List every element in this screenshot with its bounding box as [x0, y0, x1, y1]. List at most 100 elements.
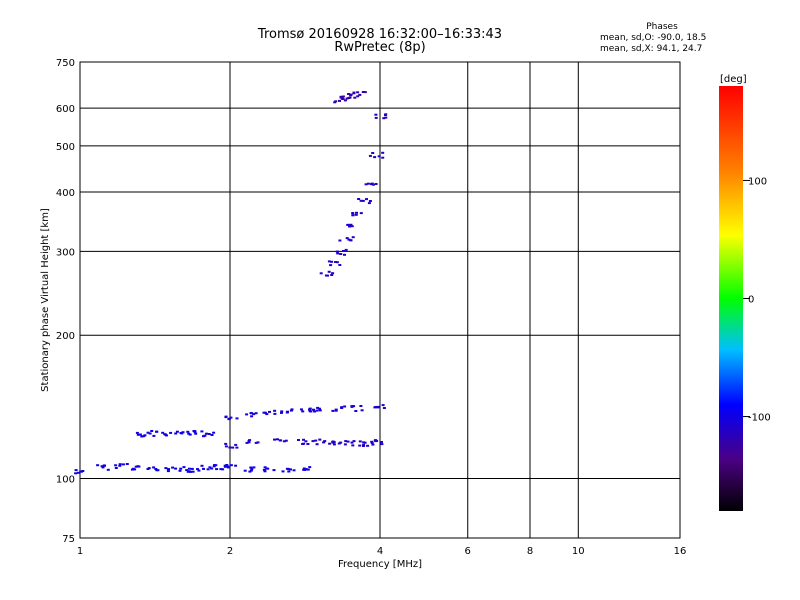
data-point	[315, 443, 319, 446]
data-point	[363, 91, 367, 94]
data-point	[166, 470, 170, 473]
y-axis-ticks: 75 100 200 300 400 500 600 750	[56, 58, 75, 545]
y-tick-label: 100	[56, 475, 75, 486]
data-point	[263, 470, 267, 473]
data-point	[287, 468, 291, 471]
data-point	[81, 470, 85, 472]
data-point	[281, 470, 285, 473]
data-point	[381, 151, 385, 154]
data-point	[374, 116, 378, 119]
data-point	[252, 413, 256, 416]
data-point	[327, 270, 331, 273]
data-point	[370, 183, 373, 186]
data-points	[74, 91, 388, 475]
data-point	[328, 442, 332, 445]
data-point	[114, 464, 118, 467]
data-point	[300, 408, 303, 411]
data-point	[180, 432, 184, 435]
data-point	[356, 95, 360, 98]
data-point	[373, 156, 377, 159]
y-axis-label: Stationary phase Virtual Height [km]	[40, 208, 51, 392]
colorbar-tick-label: 0	[748, 295, 754, 306]
x-tick-label: 16	[674, 546, 687, 557]
data-point	[265, 467, 269, 470]
data-point	[373, 406, 377, 409]
data-point	[171, 466, 175, 469]
data-point	[103, 464, 106, 467]
data-point	[249, 412, 253, 415]
data-point	[106, 468, 110, 471]
colorbar	[719, 86, 743, 511]
data-point	[226, 465, 230, 468]
data-point	[138, 433, 142, 436]
data-point	[354, 410, 358, 412]
data-point	[344, 248, 348, 251]
data-point	[150, 430, 154, 432]
data-point	[200, 430, 204, 433]
data-point	[245, 441, 249, 444]
data-point	[352, 405, 356, 408]
data-point	[318, 438, 322, 441]
data-point	[318, 407, 321, 410]
x-tick-label: 1	[77, 546, 83, 557]
data-point	[174, 467, 178, 470]
data-point	[135, 431, 139, 434]
data-point	[178, 469, 182, 472]
data-point	[101, 466, 105, 469]
data-point	[381, 404, 385, 407]
data-point	[212, 431, 216, 434]
y-tick-label: 400	[56, 188, 75, 199]
data-point	[354, 213, 358, 216]
data-point	[331, 409, 335, 412]
data-point	[164, 467, 168, 470]
data-point	[280, 411, 283, 414]
data-point	[347, 97, 351, 99]
data-point	[272, 469, 276, 472]
data-point	[205, 432, 208, 435]
data-point	[313, 410, 317, 413]
data-point	[339, 441, 343, 444]
data-point	[245, 413, 249, 416]
data-point	[302, 442, 306, 445]
data-point	[319, 272, 323, 275]
data-point	[357, 198, 361, 200]
data-point	[351, 444, 355, 447]
data-point	[326, 274, 329, 277]
data-point	[196, 468, 199, 471]
data-point	[367, 202, 371, 205]
y-tick-label: 75	[62, 534, 75, 545]
data-point	[368, 200, 372, 202]
data-point	[262, 411, 266, 414]
data-point	[384, 116, 388, 119]
data-point	[366, 444, 370, 447]
data-point	[278, 439, 282, 442]
data-point	[338, 99, 341, 102]
data-point	[343, 405, 347, 408]
data-point	[273, 438, 276, 441]
data-point	[229, 464, 233, 467]
colorbar-tick-label: -100	[748, 413, 771, 424]
data-point	[284, 439, 288, 442]
data-point	[155, 430, 159, 433]
data-point	[74, 469, 78, 472]
data-point	[165, 434, 168, 437]
data-point	[358, 440, 362, 443]
data-point	[347, 238, 351, 241]
data-point	[287, 470, 291, 473]
data-point	[146, 431, 150, 434]
y-tick-label: 750	[56, 58, 75, 69]
y-tick-label: 200	[56, 331, 75, 342]
data-point	[353, 96, 357, 99]
data-point	[134, 465, 138, 468]
x-axis-label: Frequency [MHz]	[338, 559, 422, 570]
data-point	[254, 441, 258, 444]
data-point	[304, 468, 308, 471]
data-point	[344, 440, 348, 443]
x-tick-label: 4	[377, 546, 383, 557]
data-point	[341, 95, 345, 98]
data-point	[359, 212, 363, 215]
data-point	[197, 469, 201, 472]
data-point	[213, 464, 216, 467]
chart-title: Tromsø 20160928 16:32:00–16:33:43	[257, 27, 503, 42]
data-point	[330, 260, 334, 263]
